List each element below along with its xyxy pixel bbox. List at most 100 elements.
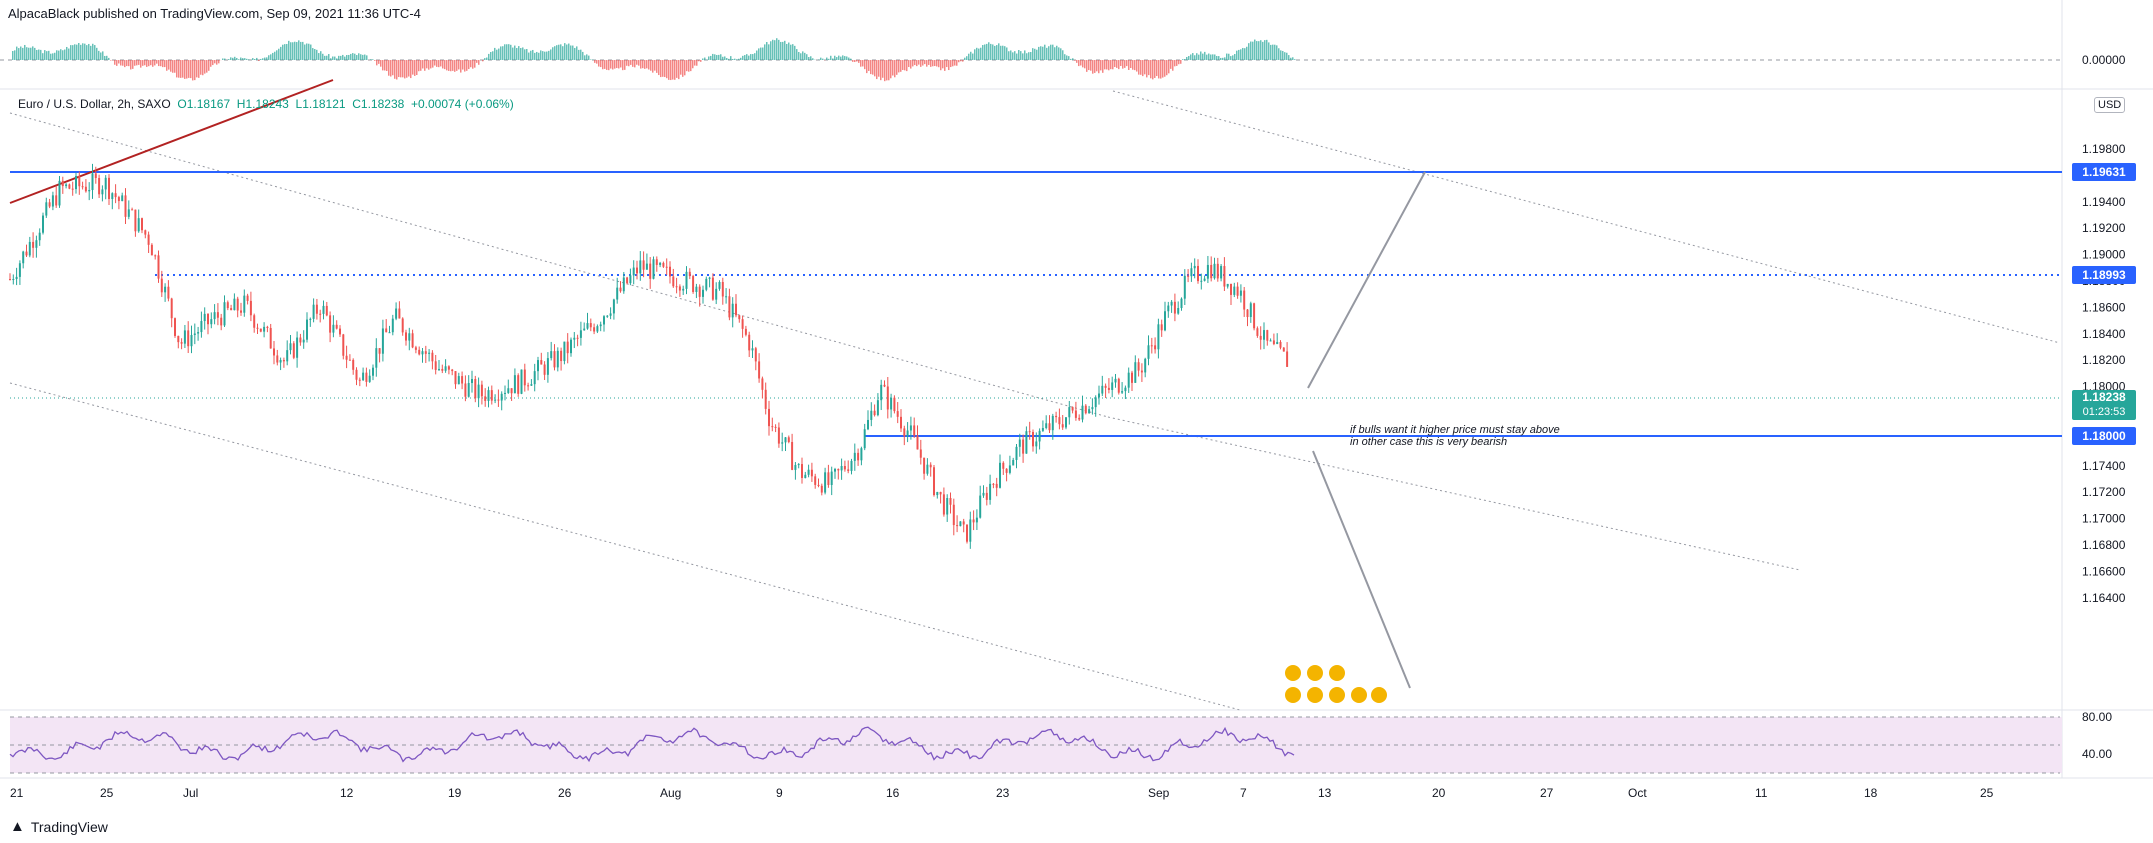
candle-body bbox=[447, 366, 450, 370]
histogram-bar bbox=[304, 44, 306, 60]
event-flag-icon[interactable] bbox=[1329, 665, 1345, 681]
histogram-bar bbox=[804, 52, 806, 60]
histogram-bar bbox=[270, 54, 272, 60]
histogram-bar bbox=[1280, 50, 1282, 60]
histogram-bar bbox=[202, 60, 204, 76]
price-badge-1-18000[interactable]: 1.18000 bbox=[2072, 427, 2136, 445]
event-flag-icon[interactable] bbox=[1371, 687, 1387, 703]
current-price-badge[interactable]: 1.18238 01:23:53 bbox=[2072, 390, 2136, 420]
histogram-bar bbox=[878, 60, 880, 77]
histogram-bar bbox=[768, 44, 770, 60]
candle-body bbox=[827, 472, 830, 485]
candle-body bbox=[933, 467, 935, 496]
channel-upper-line[interactable] bbox=[9, 112, 1109, 418]
histogram-bar bbox=[92, 43, 94, 60]
histogram-bar bbox=[1050, 44, 1052, 60]
histogram-bar bbox=[518, 46, 520, 60]
candle-body bbox=[1187, 275, 1190, 277]
annotation-line-2[interactable]: in other case this is very bearish bbox=[1350, 436, 1507, 448]
bullish-projection-line[interactable] bbox=[1307, 171, 1426, 389]
event-flag-icon[interactable] bbox=[1351, 687, 1367, 703]
candle-body bbox=[401, 318, 404, 333]
histogram-bar bbox=[1134, 60, 1136, 71]
histogram-bar bbox=[426, 60, 428, 69]
candle-body bbox=[814, 476, 817, 485]
candle-body bbox=[1061, 424, 1064, 428]
histogram-bar bbox=[372, 59, 374, 60]
economic-events-row-1[interactable] bbox=[1285, 665, 1345, 681]
histogram-bar bbox=[546, 51, 548, 60]
histogram-bar bbox=[252, 58, 254, 60]
channel-lower-line[interactable] bbox=[9, 382, 1241, 711]
price-axis[interactable]: 1.198001.196001.194001.192001.190001.188… bbox=[2082, 142, 2126, 605]
annotation-line-1[interactable]: if bulls want it higher price must stay … bbox=[1350, 424, 1560, 436]
histogram-bar bbox=[1082, 60, 1084, 68]
candle-body bbox=[25, 251, 28, 256]
histogram-bar bbox=[694, 60, 696, 66]
histogram-bar bbox=[324, 55, 326, 60]
histogram-bar bbox=[412, 60, 414, 75]
histogram-bar bbox=[156, 60, 158, 64]
histogram-bar bbox=[904, 60, 906, 71]
time-axis[interactable]: 21 25 Jul 12 19 26 Aug 9 16 23 Sep 7 13 20 27 Oct 11 18 25 bbox=[10, 786, 1994, 800]
price-badge-1-19631[interactable]: 1.19631 bbox=[2072, 163, 2136, 181]
histogram-bar bbox=[1122, 60, 1124, 69]
histogram-bar bbox=[520, 48, 522, 60]
histogram-bar bbox=[116, 60, 118, 66]
histogram-bar bbox=[200, 60, 202, 75]
histogram-bar bbox=[648, 60, 650, 70]
candle-body bbox=[929, 464, 932, 468]
event-flag-icon[interactable] bbox=[1307, 665, 1323, 681]
histogram-bar bbox=[266, 57, 268, 60]
event-flag-icon[interactable] bbox=[1329, 687, 1345, 703]
footer-brand: TradingView bbox=[30, 818, 108, 835]
histogram-bar bbox=[358, 53, 360, 60]
candle-body bbox=[787, 437, 790, 442]
histogram-bar bbox=[100, 52, 102, 60]
candle-body bbox=[771, 426, 774, 428]
price-badge-1-18993[interactable]: 1.18993 bbox=[2072, 266, 2136, 284]
symbol-legend[interactable]: Euro / U.S. Dollar, 2h, SAXO O1.18167 H1… bbox=[18, 97, 514, 111]
histogram-bar bbox=[704, 57, 706, 60]
candle-body bbox=[721, 281, 724, 297]
candle-body bbox=[1230, 283, 1232, 295]
histogram-bar bbox=[512, 47, 514, 60]
legend-symbol: Euro / U.S. Dollar, 2h, SAXO bbox=[18, 97, 171, 111]
economic-events-row-2[interactable] bbox=[1285, 687, 1387, 703]
candle-body bbox=[774, 426, 777, 428]
candle-body bbox=[652, 259, 655, 279]
candle-body bbox=[1058, 417, 1061, 425]
candle-body bbox=[639, 260, 642, 274]
tradingview-footer[interactable]: ▲ TradingView bbox=[10, 818, 108, 835]
histogram-bar bbox=[676, 60, 678, 78]
currency-button[interactable]: USD bbox=[2094, 97, 2126, 113]
histogram-bar bbox=[846, 56, 848, 60]
candle-body bbox=[1253, 303, 1256, 329]
histogram-bar bbox=[842, 55, 844, 60]
candle-body bbox=[1078, 417, 1081, 420]
histogram-bar bbox=[1222, 57, 1224, 60]
channel-right-line[interactable] bbox=[1112, 90, 2061, 344]
histogram-bar bbox=[1038, 46, 1040, 60]
event-flag-icon[interactable] bbox=[1285, 665, 1301, 681]
candle-body bbox=[289, 343, 292, 351]
histogram-bar bbox=[124, 60, 126, 68]
event-flag-icon[interactable] bbox=[1285, 687, 1301, 703]
channel-upper-extension[interactable] bbox=[1107, 416, 1801, 571]
candle-body bbox=[263, 326, 266, 332]
histogram-bar bbox=[408, 60, 410, 77]
histogram-bar bbox=[526, 48, 528, 60]
histogram-bar bbox=[578, 49, 580, 60]
candle-body bbox=[474, 378, 477, 399]
histogram-bar bbox=[230, 57, 232, 60]
histogram-bar bbox=[1260, 40, 1262, 60]
histogram-bar bbox=[310, 44, 312, 60]
candle-body bbox=[1263, 330, 1265, 340]
candle-body bbox=[98, 178, 101, 195]
event-flag-icon[interactable] bbox=[1307, 687, 1323, 703]
histogram-bar bbox=[106, 55, 108, 60]
bearish-projection-line[interactable] bbox=[1312, 450, 1411, 689]
histogram-bar bbox=[1112, 60, 1114, 70]
red-trendline[interactable] bbox=[9, 79, 334, 204]
